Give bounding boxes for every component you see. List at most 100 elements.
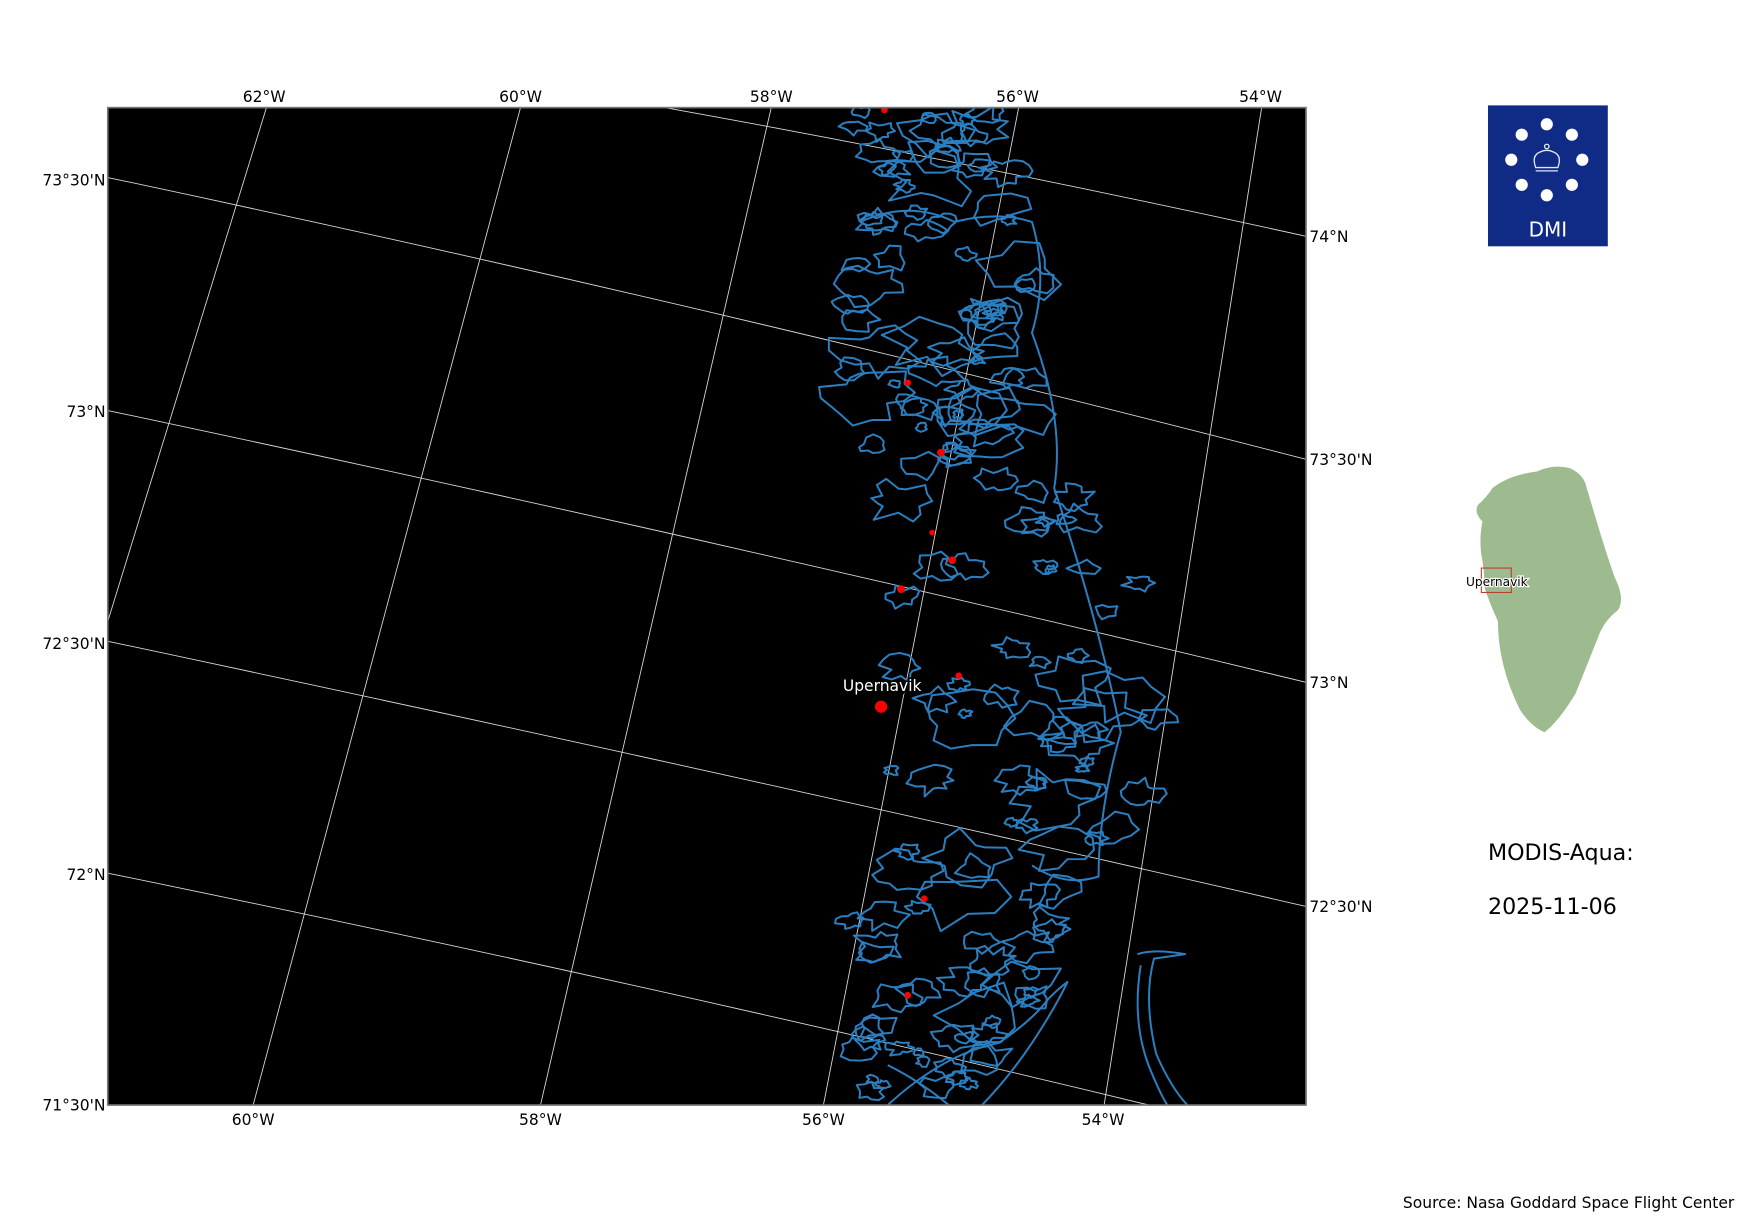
coastline-island — [915, 878, 1013, 933]
coastline-island — [903, 899, 932, 915]
coastline-island — [1003, 505, 1057, 533]
coastline-island — [1084, 830, 1110, 847]
main-map: Upernavik — [106, 106, 1307, 1106]
left-lat-labels: 73°30'N 73°N 72°30'N 72°N 71°30'N — [42, 171, 105, 1114]
settlement-marker — [929, 529, 935, 536]
coastline-island — [903, 204, 929, 221]
coastline-island — [953, 1030, 974, 1045]
settlement-marker — [937, 448, 945, 457]
lon-label: 60°W — [232, 1111, 275, 1129]
coastline-island — [841, 308, 882, 333]
logo-text: DMI — [1529, 217, 1568, 241]
coastline-island — [964, 107, 1005, 124]
coastline-island — [973, 192, 1033, 227]
coastline-island — [967, 304, 1020, 350]
coastline-island — [969, 1040, 1014, 1067]
coastline-island — [947, 386, 1021, 430]
coastline-island — [974, 240, 1063, 302]
parallel-72n — [107, 872, 1151, 1106]
settlement-marker — [904, 991, 912, 999]
lat-label: 73°N — [66, 403, 105, 421]
coastline-island — [1086, 810, 1141, 845]
coastline-island — [970, 332, 1019, 361]
coastline-fjord — [1136, 965, 1169, 1106]
coastline-island — [1032, 905, 1072, 942]
satellite-label: MODIS-Aqua: — [1488, 840, 1634, 866]
coastline-island — [905, 763, 955, 798]
coastline-island — [892, 178, 916, 194]
coastline-island — [1014, 479, 1049, 504]
bottom-lon-labels: 60°W 58°W 56°W 54°W — [232, 1111, 1125, 1129]
settlement-marker — [881, 107, 888, 114]
coastline-island — [932, 981, 1016, 1044]
coastline-island — [1023, 986, 1039, 998]
coastline-island — [1032, 559, 1059, 576]
greenland-landmass — [1476, 466, 1621, 733]
lat-label: 72°N — [66, 866, 105, 884]
coastline-island — [958, 418, 1015, 448]
coastline-island — [1024, 776, 1048, 791]
coastline-island — [935, 966, 992, 998]
inset-extent-box — [1480, 567, 1512, 594]
coastline-island — [982, 683, 1020, 709]
coastline-island — [957, 302, 995, 326]
settlement-marker — [874, 700, 888, 713]
greenland-inset: Upernavik — [1465, 466, 1621, 733]
logo-dot — [1576, 153, 1589, 166]
coastline-island — [877, 651, 922, 684]
coastline-island — [895, 393, 929, 417]
coastline-island — [936, 386, 1008, 438]
meridian-62w — [107, 107, 267, 622]
coastline-island — [827, 324, 922, 380]
coastline-island — [850, 1025, 887, 1052]
lat-label: 72°30'N — [42, 635, 105, 653]
coastline-island — [1055, 513, 1078, 526]
coastline-island — [966, 158, 991, 173]
meridian-58w — [540, 107, 772, 1106]
coastline-island — [958, 1076, 979, 1091]
coastline-island — [933, 1057, 968, 1078]
coastline-island — [946, 677, 971, 693]
coastline-island — [870, 477, 934, 523]
coastline-island — [1002, 367, 1048, 390]
right-lat-labels: 74°N 73°30'N 73°N 72°30'N — [1309, 228, 1372, 916]
coastline-island — [926, 212, 958, 235]
coastline-island — [914, 421, 928, 433]
coastline-island — [1058, 502, 1103, 534]
lat-label: 71°30'N — [42, 1097, 105, 1115]
coastline-island — [1120, 575, 1157, 593]
lat-label: 74°N — [1309, 228, 1348, 246]
map-background — [107, 107, 1307, 1106]
coastline-island — [1137, 708, 1180, 731]
meridian-60w — [252, 107, 521, 1106]
settlements — [874, 107, 963, 999]
logo-dot — [1515, 128, 1528, 141]
coastline-island — [1044, 564, 1058, 575]
coastline-island — [1034, 515, 1057, 528]
coastline-island — [1075, 721, 1109, 740]
coastline-island — [884, 1040, 916, 1057]
coastline-island — [833, 356, 866, 382]
coastline-fjord — [1137, 950, 1189, 1106]
coastline-island — [912, 550, 959, 582]
coastline-island — [920, 111, 937, 125]
coastline-island — [993, 764, 1047, 796]
coastline-island — [872, 160, 912, 178]
logo-dots — [1505, 118, 1589, 202]
coastline-island — [1034, 655, 1112, 707]
coastline-island — [880, 315, 985, 378]
coastline-island — [939, 552, 990, 581]
lon-label: 58°W — [750, 88, 793, 106]
coastline-island — [874, 1079, 892, 1090]
coastline-island — [1013, 267, 1055, 295]
coastline-island — [852, 930, 902, 964]
coastlines — [818, 107, 1189, 1106]
logo-dot — [1515, 178, 1528, 191]
coastline-island — [927, 688, 1017, 750]
lon-label: 54°W — [1239, 88, 1282, 106]
coastline-island — [1065, 558, 1102, 575]
coastline-island — [1000, 930, 1055, 965]
coastline-island — [957, 708, 974, 720]
logo-dot — [1540, 189, 1553, 202]
parallel-73n — [107, 410, 1307, 683]
